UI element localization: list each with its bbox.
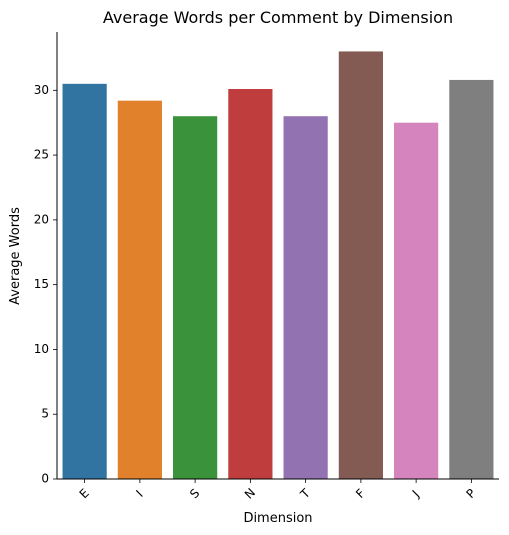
- y-tick-label: 10: [34, 342, 49, 356]
- x-tick-label: E: [77, 486, 92, 501]
- y-tick-label: 25: [34, 148, 49, 162]
- y-tick-label: 0: [41, 472, 49, 486]
- bar-t: [283, 116, 328, 479]
- x-tick-label: P: [464, 486, 479, 501]
- bar-n: [228, 89, 273, 479]
- y-tick-label: 5: [41, 407, 49, 421]
- bar-i: [117, 100, 162, 480]
- bar-e: [62, 83, 107, 480]
- chart-title: Average Words per Comment by Dimension: [103, 8, 453, 27]
- x-tick-label: N: [242, 486, 258, 502]
- x-tick-label: F: [353, 486, 368, 501]
- bar-j: [394, 122, 439, 480]
- bar-p: [449, 79, 494, 479]
- x-tick-label: I: [133, 487, 145, 499]
- y-axis-label: Average Words: [8, 207, 23, 305]
- bar-s: [173, 116, 218, 479]
- y-tick-label: 20: [34, 212, 49, 226]
- y-tick-label: 30: [34, 83, 49, 97]
- y-tick-label: 15: [34, 277, 49, 291]
- y-axis: 0 5 10 15 20 25 30: [34, 32, 58, 486]
- x-tick-label: S: [187, 486, 202, 501]
- bars-group: [62, 51, 494, 480]
- bar-f: [338, 51, 383, 479]
- x-axis-label: Dimension: [243, 511, 312, 526]
- x-tick-label: J: [409, 487, 422, 500]
- x-tick-label: T: [297, 486, 313, 502]
